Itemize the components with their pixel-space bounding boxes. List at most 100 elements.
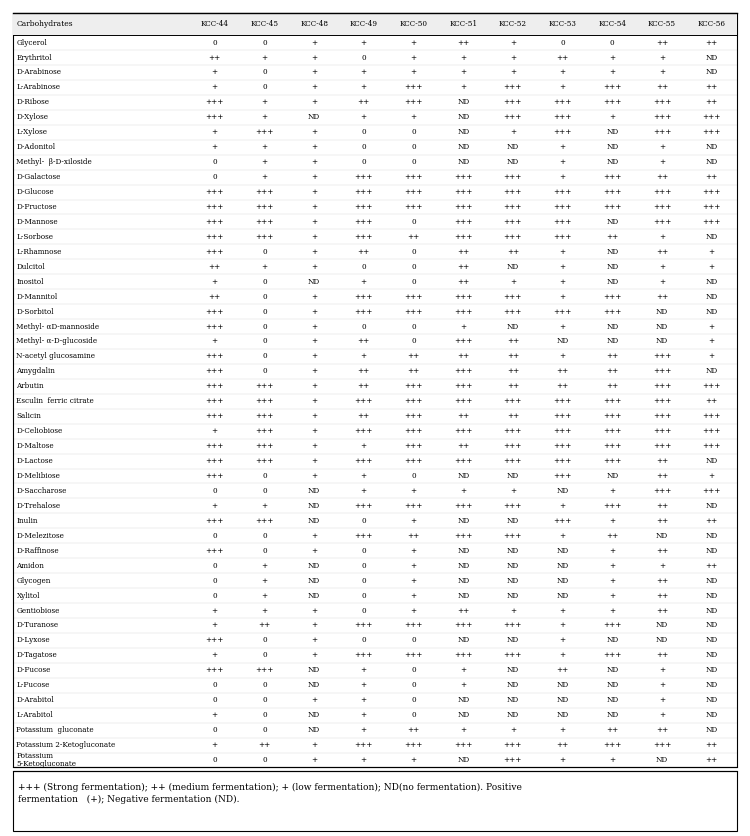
Text: +++: +++ [355, 651, 373, 660]
Text: +++: +++ [554, 427, 572, 436]
Text: +: + [709, 247, 715, 256]
Text: 0: 0 [212, 756, 217, 764]
Text: +: + [560, 69, 566, 76]
Text: +++: +++ [603, 84, 622, 91]
Text: +++: +++ [255, 203, 274, 211]
Text: ND: ND [507, 577, 519, 584]
Text: +: + [460, 69, 466, 76]
Text: +++: +++ [454, 502, 472, 510]
Text: +++: +++ [206, 517, 224, 525]
Text: +: + [609, 577, 615, 584]
Text: ++: ++ [656, 293, 668, 301]
Text: +++: +++ [404, 412, 423, 421]
Text: +++: +++ [404, 99, 423, 106]
Text: Potassium 2-Ketogluconate: Potassium 2-Ketogluconate [16, 741, 116, 749]
Text: +++: +++ [554, 397, 572, 405]
Text: +++: +++ [703, 487, 721, 495]
Text: +: + [311, 442, 317, 450]
Text: Potassium  gluconate: Potassium gluconate [16, 726, 94, 734]
Text: D-Galactose: D-Galactose [16, 173, 61, 181]
Text: +++: +++ [454, 173, 472, 181]
Text: +: + [311, 54, 317, 62]
Text: +: + [211, 607, 217, 614]
Text: 0: 0 [212, 173, 217, 181]
Text: +++: +++ [652, 114, 671, 121]
Text: +: + [460, 487, 466, 495]
Text: +++: +++ [404, 621, 423, 630]
Text: +++: +++ [554, 517, 572, 525]
Text: +: + [261, 143, 268, 151]
Text: +++: +++ [603, 293, 622, 301]
Text: +: + [659, 278, 665, 286]
Text: +++: +++ [504, 84, 522, 91]
Text: +++: +++ [603, 397, 622, 405]
Text: N-acetyl glucosamine: N-acetyl glucosamine [16, 353, 95, 360]
Text: +++: +++ [652, 128, 671, 136]
Text: ND: ND [606, 696, 618, 704]
Text: ND: ND [507, 666, 519, 675]
Text: +: + [211, 84, 217, 91]
Text: D-Maltose: D-Maltose [16, 442, 54, 450]
Text: +++: +++ [355, 502, 373, 510]
Text: +++: +++ [703, 203, 721, 211]
Text: Carbohydrates: Carbohydrates [16, 20, 74, 28]
Text: +: + [311, 427, 317, 436]
Text: +: + [211, 711, 217, 719]
Text: KCC-52: KCC-52 [499, 20, 526, 28]
Text: +++: +++ [454, 308, 472, 316]
Text: Amidon: Amidon [16, 562, 44, 569]
Text: +: + [361, 487, 367, 495]
Text: +: + [311, 397, 317, 405]
Text: +: + [609, 54, 615, 62]
Text: +++: +++ [255, 218, 274, 226]
Text: +++: +++ [206, 666, 224, 675]
Text: +: + [659, 666, 665, 675]
Text: +: + [311, 99, 317, 106]
Text: +: + [659, 69, 665, 76]
Text: +++: +++ [404, 308, 423, 316]
Text: +++: +++ [255, 442, 274, 450]
Text: +: + [311, 218, 317, 226]
Text: KCC-50: KCC-50 [400, 20, 427, 28]
Text: +: + [410, 547, 416, 555]
Text: +++: +++ [355, 308, 373, 316]
Text: 0: 0 [262, 696, 267, 704]
Text: ++: ++ [507, 367, 519, 375]
Text: +++: +++ [454, 532, 472, 540]
Text: 0: 0 [411, 143, 416, 151]
Text: ++: ++ [556, 367, 568, 375]
Text: +++: +++ [504, 233, 522, 241]
Text: +++: +++ [554, 472, 572, 480]
Text: +: + [709, 263, 715, 271]
Text: +: + [709, 338, 715, 345]
Text: KCC-45: KCC-45 [251, 20, 278, 28]
Text: +++: +++ [652, 397, 671, 405]
Bar [13, 13, 736, 35]
Text: ND: ND [656, 756, 668, 764]
Text: +++: +++ [206, 323, 224, 330]
Text: +: + [659, 158, 665, 166]
Text: +: + [261, 577, 268, 584]
Text: +++: +++ [404, 188, 423, 196]
Text: +: + [410, 114, 416, 121]
Text: ++: ++ [706, 99, 718, 106]
Text: ++: ++ [706, 562, 718, 569]
Text: +++: +++ [554, 128, 572, 136]
Text: +: + [659, 233, 665, 241]
Text: ND: ND [706, 367, 718, 375]
Text: 0: 0 [212, 532, 217, 540]
Text: +++: +++ [404, 203, 423, 211]
Text: ND: ND [308, 517, 320, 525]
Text: 0: 0 [262, 293, 267, 301]
Text: +: + [311, 188, 317, 196]
Text: 0: 0 [610, 38, 614, 47]
Text: +: + [261, 158, 268, 166]
Text: L-Fucose: L-Fucose [16, 681, 50, 689]
Text: +: + [609, 562, 615, 569]
Text: 0: 0 [411, 338, 416, 345]
Text: +: + [560, 756, 566, 764]
Text: ++: ++ [706, 173, 718, 181]
Text: ND: ND [706, 607, 718, 614]
Text: +: + [311, 741, 317, 749]
Text: +++: +++ [255, 382, 274, 390]
